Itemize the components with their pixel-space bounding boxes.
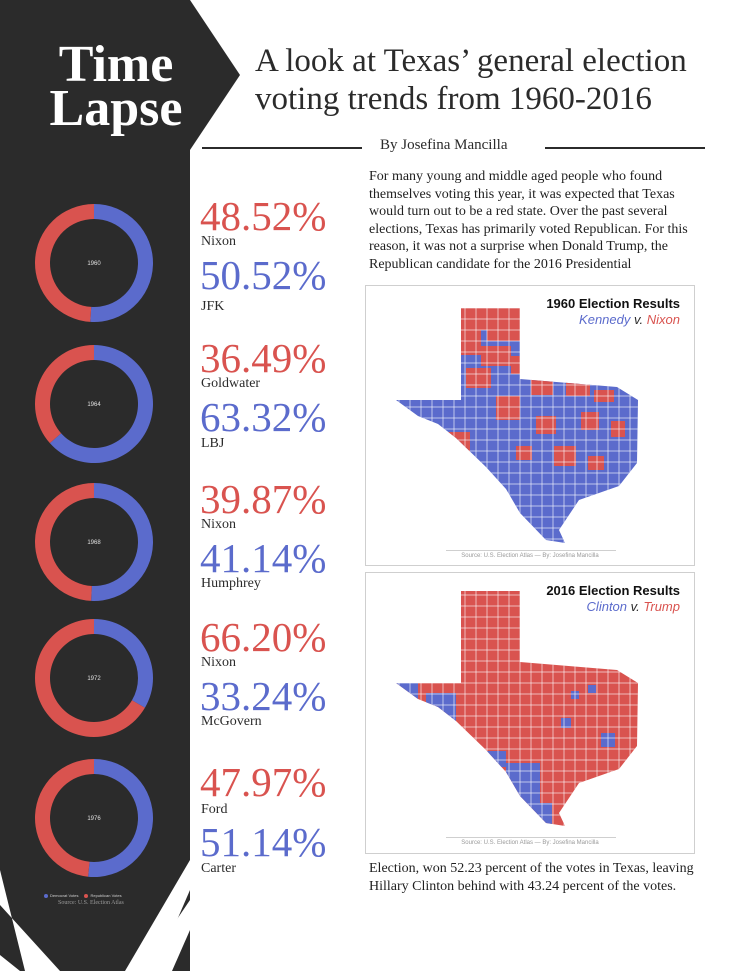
- map-1960-title: 1960 Election Results: [546, 296, 680, 311]
- cand-1976-dem: Carter: [201, 861, 236, 876]
- diagonal-stripe-4: [142, 900, 190, 971]
- donut-center-label: 1976: [87, 816, 101, 822]
- sidebar-title-line1: Time: [58, 36, 174, 93]
- map-1960-rep: Nixon: [646, 312, 680, 327]
- map-2016-texas: [396, 591, 638, 826]
- cand-1976-rep: Ford: [201, 802, 228, 817]
- map-1960-texas: [396, 308, 638, 543]
- pct-1960-rep: 48.52%: [200, 193, 327, 239]
- donut-slice-dem: [94, 619, 153, 708]
- cand-1972-dem: McGovern: [201, 714, 262, 729]
- arrow-tab-shape: [190, 0, 240, 150]
- map-2016-vs: v.: [627, 599, 644, 614]
- donut-center-label: 1968: [87, 540, 101, 546]
- headline-line1: A look at Texas’ general election: [255, 43, 687, 79]
- cand-1964-dem: LBJ: [201, 436, 225, 451]
- legend-dem-swatch: [44, 893, 48, 898]
- sidebar-decoration: [0, 0, 240, 971]
- headline-line2: voting trends from 1960-2016: [255, 81, 652, 117]
- cand-1968-dem: Humphrey: [201, 576, 261, 591]
- map-2016-rep: Trump: [643, 599, 680, 614]
- legend-rep-label: Republican Votes: [90, 893, 122, 898]
- byline-row: By Josefina Mancilla: [202, 137, 705, 157]
- donut-svg: 1964: [35, 345, 153, 463]
- pct-1968-rep: 39.87%: [200, 476, 327, 522]
- map-1960-counties: [396, 308, 638, 543]
- pct-1972-dem: 33.24%: [200, 673, 327, 719]
- donut-svg: 1976: [35, 759, 153, 877]
- map-2016-subtitle: Clinton v. Trump: [587, 599, 680, 614]
- donut-chart-1968: 1968: [35, 483, 153, 601]
- donut-slice-dem: [49, 345, 153, 463]
- pct-1960-dem: 50.52%: [200, 252, 327, 298]
- donut-chart-1976: 1976: [35, 759, 153, 877]
- donut-slice-rep: [35, 345, 94, 444]
- diagonal-stripe-1: [0, 870, 60, 971]
- map-2016-source-rule: [446, 837, 616, 838]
- sidebar-title-line2: Lapse: [49, 80, 183, 137]
- cand-1960-dem: JFK: [201, 299, 225, 314]
- donut-chart-1972: 1972: [35, 619, 153, 737]
- byline-rule-left: [202, 147, 362, 149]
- legend-rep: Republican Votes: [84, 893, 122, 898]
- diagonal-stripe-3: [125, 860, 190, 971]
- pct-1972-rep: 66.20%: [200, 614, 327, 660]
- map-2016-counties: [396, 591, 638, 826]
- map-1960-source: Source: U.S. Election Atlas — By: Josefi…: [461, 553, 599, 559]
- map-2016-panel: 2016 Election Results Clinton v. Trump S…: [365, 572, 695, 854]
- donut-slice-rep: [35, 759, 94, 877]
- cand-1968-rep: Nixon: [201, 517, 236, 532]
- donut-svg: 1960: [35, 204, 153, 322]
- pct-1964-rep: 36.49%: [200, 335, 327, 381]
- donut-chart-1960: 1960: [35, 204, 153, 322]
- cand-1960-rep: Nixon: [201, 234, 236, 249]
- map-2016-source: Source: U.S. Election Atlas — By: Josefi…: [461, 840, 599, 846]
- donut-svg: 1972: [35, 619, 153, 737]
- legend-dem-label: Democrat Votes: [50, 893, 79, 898]
- map-2016-dem: Clinton: [586, 599, 628, 614]
- map-2016-title: 2016 Election Results: [546, 583, 680, 598]
- article-paragraph-2: Election, won 52.23 percent of the votes…: [369, 861, 694, 894]
- map-1960-panel: 1960 Election Results Kennedy v. Nixon S…: [365, 285, 695, 566]
- pct-1968-dem: 41.14%: [200, 535, 327, 581]
- pct-1964-dem: 63.32%: [200, 394, 327, 440]
- map-1960-subtitle: Kennedy v. Nixon: [579, 312, 680, 327]
- donut-center-label: 1972: [87, 676, 101, 682]
- map-1960-source-rule: [446, 550, 616, 551]
- map-1960-vs: v.: [630, 312, 647, 327]
- map-1960-dem: Kennedy: [579, 312, 631, 327]
- article-paragraph-1: For many young and middle aged people wh…: [369, 169, 688, 272]
- donut-slice-dem: [91, 483, 153, 601]
- sidebar-source: Source: U.S. Election Atlas: [58, 900, 124, 906]
- byline: By Josefina Mancilla: [380, 137, 508, 153]
- pct-1976-dem: 51.14%: [200, 819, 327, 865]
- donut-center-label: 1960: [87, 261, 101, 267]
- donut-center-label: 1964: [87, 402, 101, 408]
- donut-legend: Democrat Votes Republican Votes: [44, 893, 154, 898]
- donut-slice-rep: [35, 204, 94, 322]
- pct-1976-rep: 47.97%: [200, 759, 327, 805]
- byline-rule-right: [545, 147, 705, 149]
- donut-chart-1964: 1964: [35, 345, 153, 463]
- cand-1964-rep: Goldwater: [201, 376, 261, 391]
- diagonal-stripe-2: [0, 920, 20, 971]
- donut-svg: 1968: [35, 483, 153, 601]
- headline: A look at Texas’ general election voting…: [255, 42, 735, 118]
- legend-rep-swatch: [84, 893, 89, 898]
- donut-slice-rep: [35, 483, 94, 601]
- donut-slice-dem: [88, 759, 153, 877]
- cand-1972-rep: Nixon: [201, 655, 236, 670]
- donut-slice-dem: [90, 204, 153, 322]
- legend-dem: Democrat Votes: [44, 893, 78, 898]
